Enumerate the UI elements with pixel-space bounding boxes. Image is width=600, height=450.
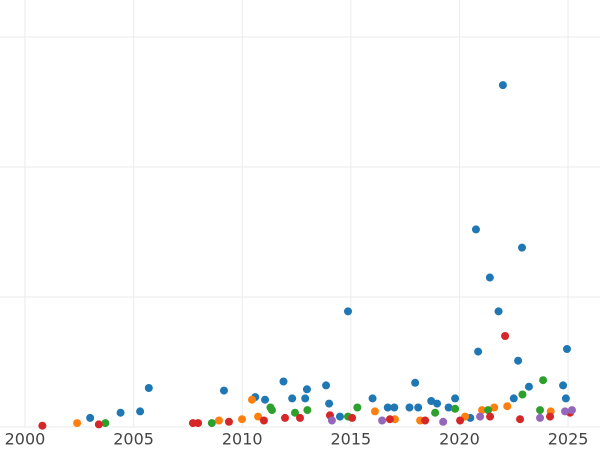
point	[494, 307, 503, 316]
point	[385, 415, 394, 424]
point	[501, 332, 510, 341]
point	[303, 406, 312, 415]
point	[444, 403, 453, 412]
point	[518, 243, 527, 252]
x-tick-label: 2000	[5, 430, 46, 449]
x-tick-label: 2025	[548, 430, 589, 449]
point	[405, 403, 414, 412]
point	[421, 416, 430, 425]
point	[456, 416, 465, 425]
point	[503, 402, 512, 411]
point	[94, 420, 103, 429]
point	[116, 408, 125, 417]
point	[546, 412, 555, 421]
point	[411, 378, 420, 387]
point	[370, 407, 379, 416]
point	[207, 419, 216, 428]
point	[267, 406, 276, 415]
point	[194, 419, 203, 428]
x-tick-label: 2005	[113, 430, 154, 449]
point	[327, 416, 336, 425]
point	[490, 403, 499, 412]
point	[486, 412, 495, 421]
point	[296, 413, 304, 422]
point	[237, 415, 246, 424]
point	[291, 408, 300, 417]
point	[368, 394, 377, 403]
point	[279, 377, 288, 386]
point	[73, 419, 82, 428]
point	[562, 345, 571, 354]
point	[567, 406, 576, 415]
point	[431, 408, 440, 417]
point	[219, 386, 228, 395]
point	[474, 347, 483, 356]
point	[261, 395, 270, 404]
point	[101, 419, 110, 428]
point	[224, 417, 233, 426]
point	[378, 416, 387, 425]
point	[514, 356, 523, 365]
point	[136, 407, 145, 416]
x-tick-label: 2010	[222, 430, 263, 449]
point	[144, 384, 153, 393]
point	[344, 307, 353, 316]
point	[476, 412, 485, 421]
point	[281, 413, 290, 422]
point	[451, 404, 460, 413]
point	[561, 407, 570, 416]
point	[439, 417, 448, 426]
point	[524, 382, 533, 391]
point	[335, 412, 344, 421]
point	[561, 394, 570, 403]
point	[414, 403, 423, 412]
point	[301, 394, 310, 403]
point	[471, 225, 480, 234]
x-tick-label: 2020	[439, 430, 480, 449]
point	[559, 381, 568, 390]
point	[536, 413, 545, 422]
point	[484, 406, 493, 415]
point	[86, 413, 95, 422]
point	[478, 406, 487, 415]
point	[353, 403, 362, 412]
point	[516, 415, 525, 424]
point	[322, 381, 331, 390]
point	[254, 412, 263, 421]
point	[390, 403, 399, 412]
point	[518, 390, 527, 399]
point	[247, 395, 256, 404]
point	[214, 416, 223, 425]
point	[348, 413, 357, 422]
point	[302, 385, 311, 394]
point	[539, 376, 548, 385]
point	[433, 399, 442, 408]
point	[288, 394, 297, 403]
point	[451, 394, 460, 403]
point	[509, 394, 518, 403]
point	[498, 81, 507, 90]
point	[536, 406, 545, 415]
point	[485, 273, 494, 282]
point	[259, 416, 268, 425]
point	[38, 421, 47, 430]
point	[325, 399, 334, 408]
x-tick-label: 2015	[330, 430, 371, 449]
point	[383, 403, 392, 412]
